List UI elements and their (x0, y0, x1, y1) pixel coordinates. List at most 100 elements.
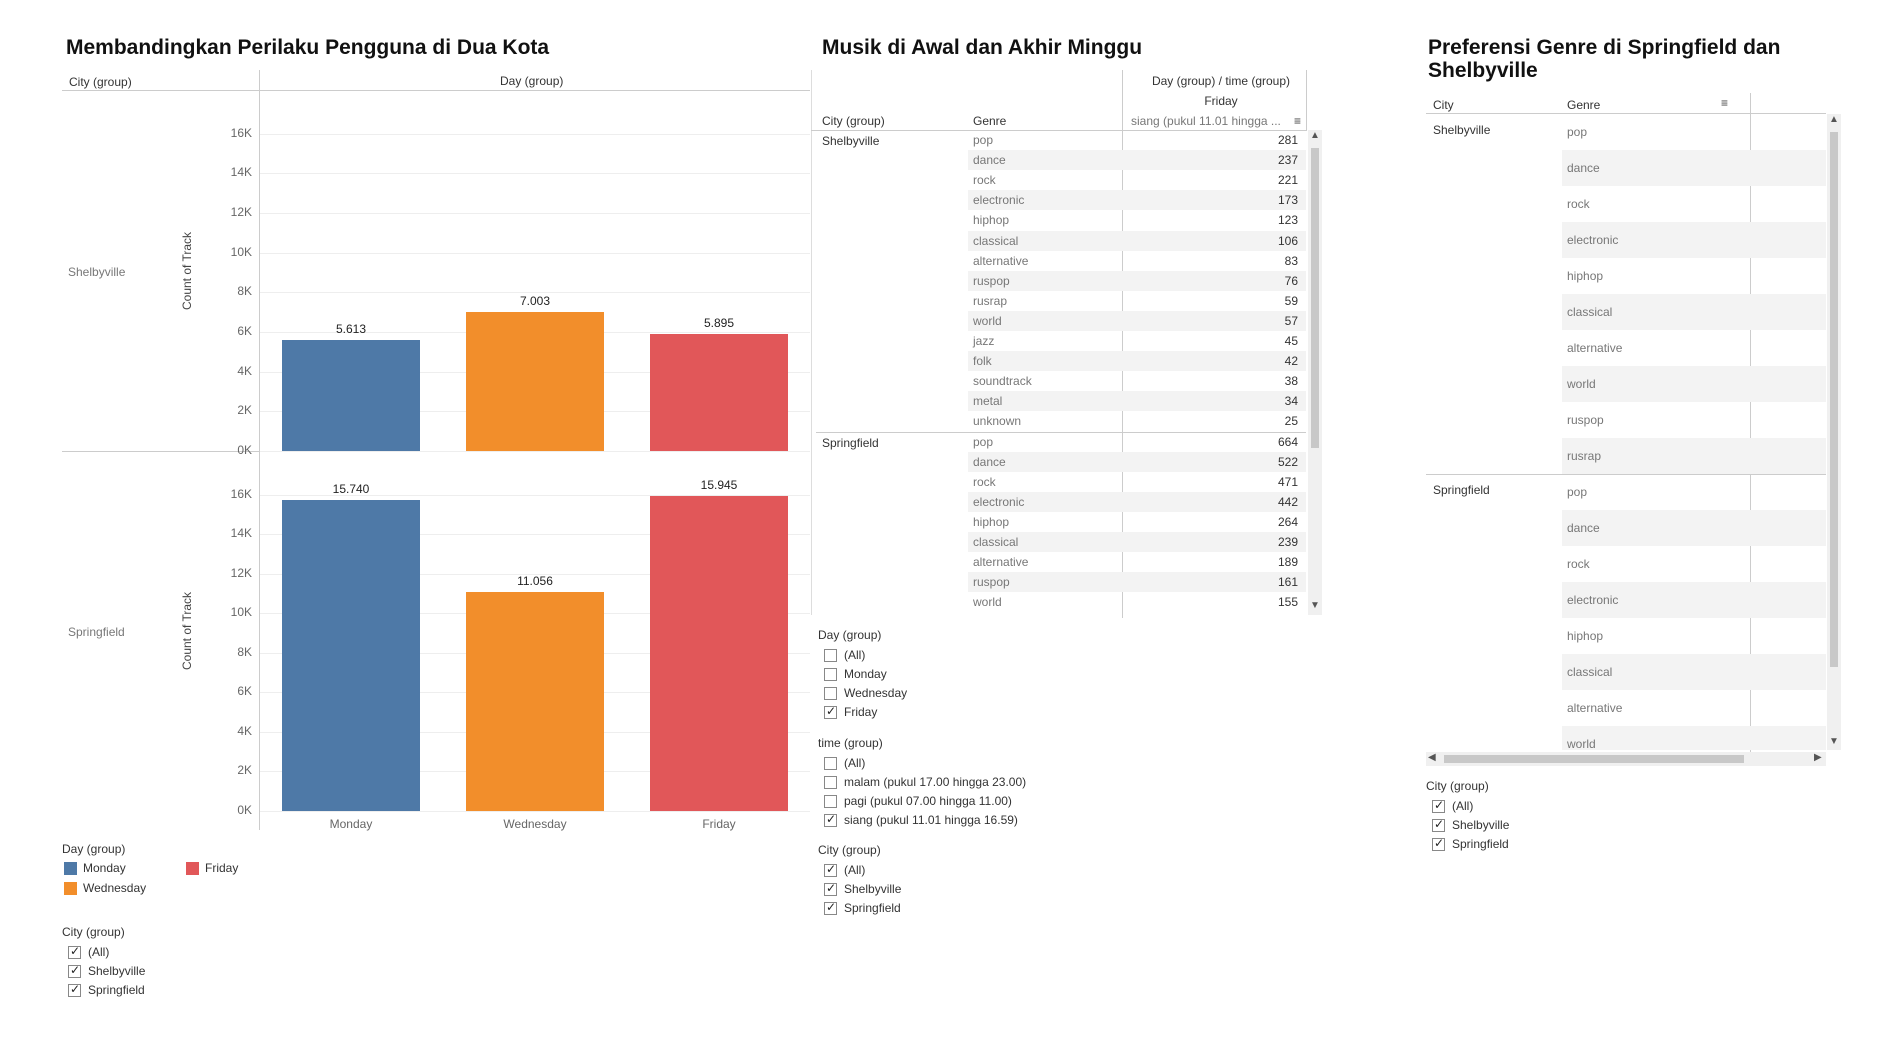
checkbox[interactable] (68, 982, 81, 997)
table2-scrollbar[interactable]: ▲ ▼ (1308, 130, 1322, 615)
filter-option[interactable]: (All) (824, 648, 865, 662)
legend-item-friday[interactable]: Friday (186, 861, 238, 875)
table-row[interactable]: pop (1562, 474, 1826, 510)
filter-option[interactable]: siang (pukul 11.01 hingga 16.59) (824, 812, 1018, 827)
table-row[interactable]: rusrap 59 (968, 291, 1306, 311)
gridline (260, 451, 810, 452)
scroll-thumb[interactable] (1311, 148, 1319, 448)
checkbox[interactable] (1432, 836, 1445, 851)
filter-option[interactable]: Wednesday (824, 686, 907, 700)
table-row[interactable]: ruspop 161 (968, 572, 1306, 593)
checkbox[interactable] (1432, 817, 1445, 832)
bar-wednesday[interactable] (466, 312, 604, 451)
table-row[interactable]: dance (1562, 510, 1826, 546)
scroll-right-icon[interactable]: ▶ (1814, 752, 1822, 763)
table-row[interactable]: rock 221 (968, 170, 1306, 190)
sort-icon[interactable]: ≡ (1721, 96, 1729, 110)
table3-hscrollbar[interactable]: ◀ ▶ (1426, 752, 1826, 766)
table-row[interactable]: pop (1562, 114, 1826, 150)
table-row[interactable]: classical 239 (968, 532, 1306, 552)
table-row[interactable]: classical (1562, 654, 1826, 690)
filter-option[interactable]: Friday (824, 704, 877, 719)
table3-scrollbar[interactable]: ▲ ▼ (1827, 114, 1841, 750)
table-row[interactable]: rock (1562, 186, 1826, 222)
scroll-down-icon[interactable]: ▼ (1829, 736, 1839, 747)
filter-option[interactable]: Springfield (824, 900, 901, 915)
table-row[interactable]: ruspop (1562, 402, 1826, 438)
filter-option[interactable]: Springfield (1432, 836, 1509, 851)
filter-option[interactable]: pagi (pukul 07.00 hingga 11.00) (824, 794, 1012, 808)
table-row[interactable]: dance 237 (968, 150, 1306, 171)
table-row[interactable]: hiphop 264 (968, 512, 1306, 532)
scroll-up-icon[interactable]: ▲ (1829, 114, 1839, 125)
legend-item-monday[interactable]: Monday (64, 861, 126, 875)
table-row[interactable]: alternative (1562, 330, 1826, 366)
bar-friday[interactable] (650, 334, 788, 451)
bar-wednesday[interactable] (466, 592, 604, 811)
filter-option[interactable]: Monday (824, 667, 887, 681)
bar-monday[interactable] (282, 339, 420, 451)
table-row[interactable]: dance 522 (968, 451, 1306, 472)
table-row[interactable]: electronic (1562, 222, 1826, 258)
checkbox[interactable] (1432, 798, 1445, 813)
filter-city-all[interactable]: (All) (68, 944, 109, 959)
table-row[interactable]: classical 106 (968, 230, 1306, 251)
checkbox[interactable] (824, 862, 837, 877)
table-row[interactable]: electronic 442 (968, 491, 1306, 512)
filter-option[interactable]: Shelbyville (1432, 817, 1509, 832)
checkbox[interactable] (824, 756, 837, 770)
table-row[interactable]: rock (1562, 546, 1826, 582)
table-row[interactable]: hiphop (1562, 618, 1826, 654)
checkbox[interactable] (824, 667, 837, 681)
table-row[interactable]: unknown 25 (968, 411, 1306, 431)
table-row[interactable]: rusrap (1562, 438, 1826, 474)
table-row[interactable]: folk 42 (968, 351, 1306, 372)
bar-friday[interactable] (650, 495, 788, 811)
checkbox[interactable] (824, 794, 837, 808)
checkbox[interactable] (824, 775, 837, 789)
hscroll-thumb[interactable] (1444, 755, 1744, 763)
filter-option[interactable]: (All) (1432, 798, 1473, 813)
scroll-left-icon[interactable]: ◀ (1428, 752, 1436, 763)
checkbox[interactable] (824, 881, 837, 896)
filter-city-shelbyville[interactable]: Shelbyville (68, 963, 145, 978)
table-row[interactable]: dance (1562, 150, 1826, 186)
table-row[interactable]: alternative 83 (968, 251, 1306, 271)
table-row[interactable]: alternative 189 (968, 552, 1306, 572)
table-row[interactable]: jazz 45 (968, 331, 1306, 351)
table-row[interactable]: soundtrack 38 (968, 371, 1306, 391)
filter-city-springfield[interactable]: Springfield (68, 982, 145, 997)
table-row[interactable]: hiphop 123 (968, 210, 1306, 230)
table-row[interactable]: world (1562, 366, 1826, 402)
table-row[interactable]: world (1562, 726, 1826, 750)
checkbox[interactable] (824, 812, 837, 827)
table-row[interactable]: metal 34 (968, 391, 1306, 412)
filter-option[interactable]: (All) (824, 862, 865, 877)
filter-option[interactable]: malam (pukul 17.00 hingga 23.00) (824, 775, 1026, 789)
checkbox[interactable] (68, 944, 81, 959)
table-row[interactable]: hiphop (1562, 258, 1826, 294)
filter-option[interactable]: (All) (824, 756, 865, 770)
table-row[interactable]: pop 281 (968, 130, 1306, 150)
table-row[interactable]: rock 471 (968, 472, 1306, 492)
table-row[interactable]: electronic 173 (968, 190, 1306, 211)
checkbox[interactable] (68, 963, 81, 978)
checkbox[interactable] (824, 686, 837, 700)
scroll-down-icon[interactable]: ▼ (1310, 600, 1320, 611)
table-row[interactable]: world 57 (968, 310, 1306, 331)
checkbox[interactable] (824, 704, 837, 719)
table-row[interactable]: electronic (1562, 582, 1826, 618)
bar-monday[interactable] (282, 499, 420, 811)
checkbox[interactable] (824, 648, 837, 662)
filter-option[interactable]: Shelbyville (824, 881, 901, 896)
table-row[interactable]: ruspop 76 (968, 270, 1306, 291)
table-row[interactable]: pop 664 (968, 432, 1306, 452)
checkbox[interactable] (824, 900, 837, 915)
table-row[interactable]: world 155 (968, 592, 1306, 612)
legend-item-wednesday[interactable]: Wednesday (64, 881, 146, 895)
scroll-thumb[interactable] (1830, 132, 1838, 667)
scroll-up-icon[interactable]: ▲ (1310, 130, 1320, 141)
sort-icon[interactable]: ≡ (1294, 114, 1302, 128)
table-row[interactable]: classical (1562, 294, 1826, 330)
table-row[interactable]: alternative (1562, 690, 1826, 726)
